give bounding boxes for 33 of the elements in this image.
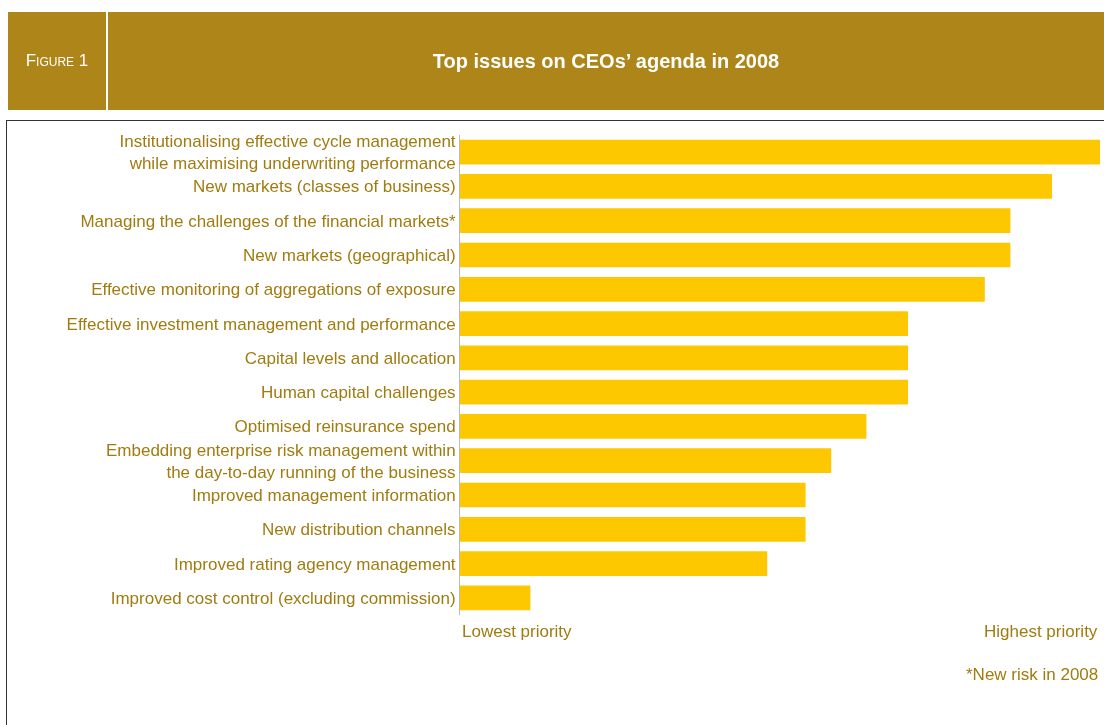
bar <box>460 139 1100 165</box>
bar <box>460 414 867 439</box>
y-tick-label: New markets (classes of business) <box>192 177 456 197</box>
y-tick-label: Capital levels and allocation <box>244 348 456 368</box>
bar <box>460 482 806 508</box>
y-tick-label: Improved management information <box>191 485 456 505</box>
text: Figure 1 <box>8 12 108 110</box>
bar <box>460 208 1011 234</box>
text: *New risk in 2008 <box>966 665 1099 684</box>
y-tick-label: Effective monitoring of aggregations of exposure <box>91 280 456 300</box>
y-tick-label: Optimised reinsurance spend <box>234 417 456 437</box>
y-tick-label: Improved cost control (excluding commission) <box>110 588 456 608</box>
bar <box>460 174 1052 199</box>
y-tick-label: Institutionalising effective cycle management while maximising underwriting performance <box>119 132 456 174</box>
y-tick-label: Improved rating agency management <box>173 554 456 574</box>
bar <box>460 345 908 371</box>
bar <box>460 551 768 576</box>
bar <box>460 516 806 542</box>
text: Highest priority <box>984 622 1098 641</box>
y-tick-label: Managing the challenges of the financial markets* <box>80 211 456 231</box>
bar <box>460 276 985 302</box>
bar <box>460 448 832 474</box>
y-tick-label: Effective investment management and performance <box>66 314 456 334</box>
text: Lowest priority <box>462 622 573 641</box>
y-tick-label: Embedding enterprise risk management within the day-to-day running of the business <box>105 440 456 482</box>
bar <box>460 242 1011 268</box>
bar <box>460 311 908 336</box>
bar <box>460 585 531 611</box>
y-tick-label: New markets (geographical) <box>243 245 456 265</box>
y-tick-label: New distribution channels <box>261 520 456 540</box>
bar <box>460 379 908 405</box>
y-tick-label: Human capital challenges <box>260 383 456 403</box>
chart-title: Top issues on CEOs’ agenda in 2008 <box>431 49 781 74</box>
